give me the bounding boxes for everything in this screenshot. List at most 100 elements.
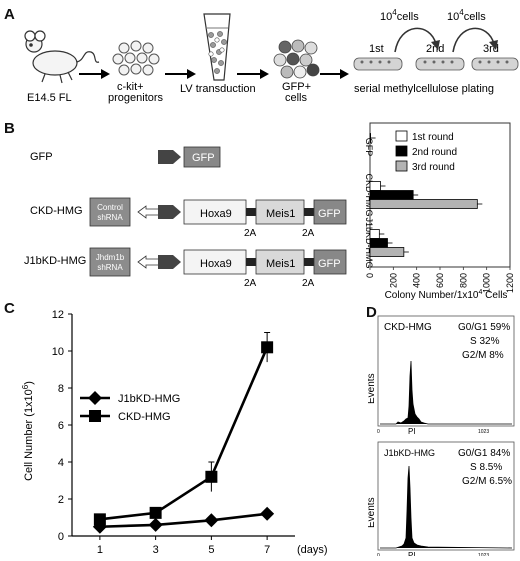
linker-2a-2-j1b: 2A [302,278,315,289]
gene-meis1-j1b: Meis1 [266,258,295,270]
transfer-label-1: 104cells [380,8,419,23]
construct-ckd-hmg: CKD-HMG Control shRNA Hoxa9 2A Meis1 2A G… [30,197,347,239]
x-tick-label: 1200 [505,273,515,293]
histogram-xlabel-j1bkd: PI [408,551,416,556]
step-label-ckit: c-kit+ [117,81,144,93]
x-tick-label: 5 [208,544,214,556]
data-point [89,410,101,422]
data-point [148,517,163,532]
x-tick-label: 200 [388,273,398,288]
data-point [205,470,218,483]
step-label-lv: LV transduction [180,83,256,95]
plating-dishes: 1st 2nd 3rd 104cells 104cells [353,8,519,71]
panel-label-a: A [4,6,15,23]
bar [369,133,371,143]
data-point [149,506,162,519]
linker-2a-1-ckd: 2A [244,228,257,239]
panel-b-constructs: GFP GFP CKD-HMG Control shRNA Hoxa9 2A Me… [24,146,347,289]
mouse-icon [24,30,100,84]
y-tick-label: 4 [58,457,64,469]
y-axis-label: Cell Number (1x106) [21,381,35,481]
x-tick-label: 0 [365,273,375,278]
legend-label: CKD-HMG [118,411,171,423]
step-label-gfp: GFP+ [282,81,311,93]
histogram-xtick-ckd: 1023 [478,429,489,435]
transfer-label-2: 104cells [447,8,486,23]
gfp-cells-icon [273,39,320,79]
histogram-ylabel-ckd: Events [368,373,377,404]
construct-name-j1bkd: J1bKD-HMG [24,255,86,267]
construct-j1bkd-hmg: J1bKD-HMG Jhdm1b shRNA Hoxa9 2A Meis1 2A … [24,247,347,289]
bar [369,229,380,239]
data-point [93,513,106,526]
round-label-1st: 1st [369,43,384,55]
gene-hoxa9-j1b: Hoxa9 [200,258,232,270]
step-label-cells: cells [285,92,308,104]
data-point [204,513,219,528]
bar [369,247,405,257]
x-tick-label: 7 [264,544,270,556]
histogram-ckd: CKD-HMG G0/G1 59% S 32% G2/M 8% Events P… [368,315,515,436]
histogram-x0-ckd: 0 [377,429,380,435]
legend-swatch [395,130,408,142]
phase-g2m-j1bkd: G2/M 6.5% [462,476,512,487]
histogram-x0-j1bkd: 0 [377,553,380,556]
x-tick-label: 3 [153,544,159,556]
gene-gfp-ckd: GFP [318,208,341,220]
y-tick-label: 6 [58,420,64,432]
phase-s-ckd: S 32% [470,336,500,347]
panel-label-d: D [366,304,377,321]
gene-gfp-j1b: GFP [318,258,341,270]
x-tick-label: 1 [97,544,103,556]
gene-gfp: GFP [192,152,215,164]
construct-name-ckd: CKD-HMG [30,205,83,217]
panel-label-c: C [4,300,15,317]
phase-g2m-ckd: G2/M 8% [462,350,504,361]
cell-growth-line-chart: 0 2 4 6 8 10 12 1 3 5 7 (days) Cell Number (1x106) J1… [21,309,328,556]
gene-hoxa9-ckd: Hoxa9 [200,208,232,220]
bar [369,190,414,200]
series-line [99,512,268,529]
construct-name-gfp: GFP [30,151,53,163]
category-label: CKD-HMG [364,174,374,217]
bar [369,199,478,209]
bar [369,181,381,191]
step-label-fl: E14.5 FL [27,92,72,104]
x-tick-label: 800 [458,273,468,288]
histogram-title-ckd: CKD-HMG [384,322,432,333]
tube-icon [203,13,231,81]
y-tick-label: 0 [58,531,64,543]
step-label-plating: serial methylcellulose plating [354,83,494,95]
bar [369,238,388,248]
data-point [261,341,274,354]
step-label-progenitors: progenitors [108,92,164,104]
x-tick-label: 1000 [482,273,492,293]
x-axis-unit: (days) [297,544,328,556]
legend-label: 2nd round [412,147,457,158]
y-tick-label: 2 [58,494,64,506]
y-tick-label: 12 [52,309,64,321]
histogram-xlabel-ckd: PI [408,427,416,436]
phase-g0g1-j1bkd: G0/G1 84% [458,448,510,459]
histogram-xtick-j1bkd: 1023 [478,553,489,556]
legend-swatch [395,145,408,157]
panel-d-histograms: CKD-HMG G0/G1 59% S 32% G2/M 8% Events P… [368,315,515,556]
data-point [260,506,275,521]
phase-s-j1bkd: S 8.5% [470,462,502,473]
y-tick-label: 10 [52,346,64,358]
shrna-control-label: Control shRNA [97,203,123,222]
legend-label: 1st round [412,132,454,143]
legend-label: J1bKD-HMG [118,393,180,405]
construct-gfp: GFP GFP [30,146,221,168]
dish-1: 1st [353,43,403,71]
linker-2a-1-j1b: 2A [244,278,257,289]
category-label: J1bKD-HMG [364,217,374,268]
panel-label-b: B [4,120,15,137]
progenitor-cells-icon [112,40,160,76]
linker-2a-2-ckd: 2A [302,228,315,239]
dish-2: 2nd [415,43,465,71]
legend-swatch [395,160,408,172]
histogram-j1bkd: J1bKD-HMG G0/G1 84% S 8.5% G2/M 6.5% Eve… [368,441,515,556]
phase-g0g1-ckd: G0/G1 59% [458,322,510,333]
histogram-ylabel-j1bkd: Events [368,497,377,528]
